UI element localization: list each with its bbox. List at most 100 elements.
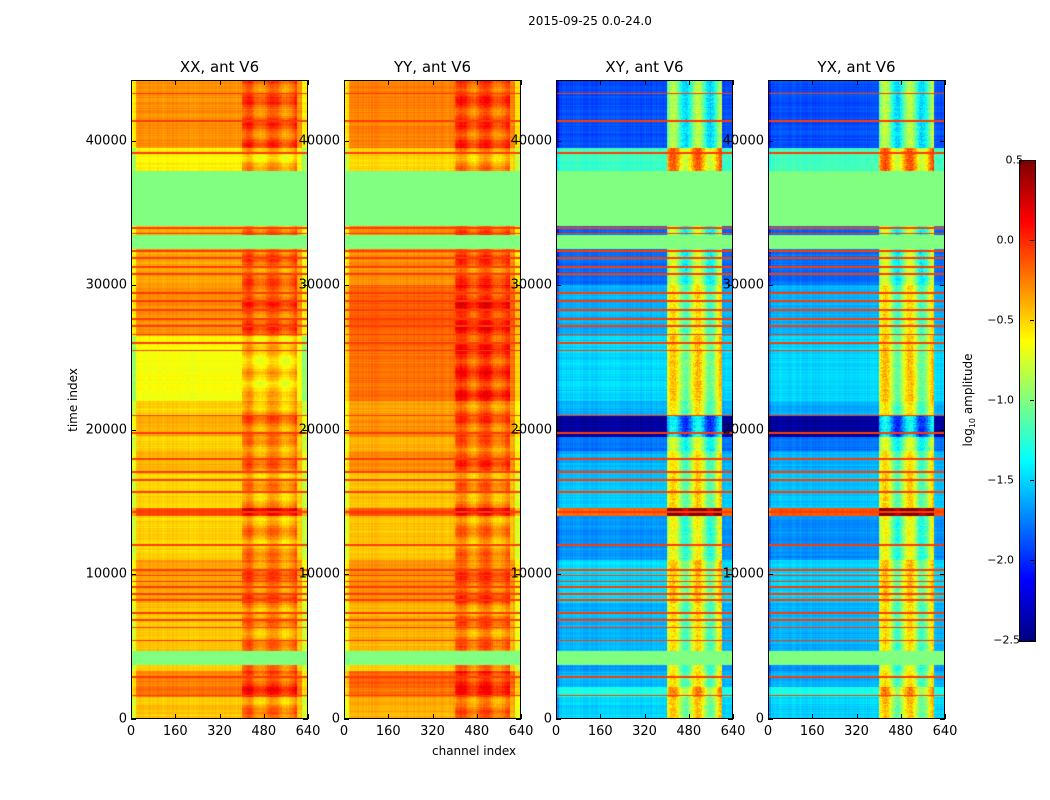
x-tick-mark: [856, 80, 858, 85]
y-tick-mark: [516, 429, 521, 431]
x-tick-mark: [521, 714, 522, 719]
colorbar-tick-label: −0.5: [987, 313, 1014, 327]
x-tick-mark: [308, 80, 309, 85]
x-tick-mark: [432, 80, 434, 85]
colorbar-tick-mark: [1030, 480, 1034, 481]
heatmap-yx-image: [768, 80, 945, 719]
y-axis-label: time index: [66, 368, 80, 432]
x-tick-label: 0: [763, 724, 773, 739]
y-tick-mark: [768, 719, 773, 720]
x-tick-label: 640: [295, 724, 321, 739]
colorbar-tick-mark: [1030, 240, 1034, 241]
y-tick-mark: [344, 285, 349, 287]
y-tick-mark: [556, 285, 561, 287]
y-tick-label: 0: [755, 711, 764, 727]
x-tick-label: 480: [888, 724, 914, 739]
y-tick-label: 30000: [722, 277, 764, 293]
y-tick-label: 10000: [722, 566, 764, 582]
y-tick-mark: [344, 429, 349, 431]
x-tick-mark: [945, 714, 946, 719]
y-tick-mark: [940, 140, 945, 142]
panel-title-xx: XX, ant V6: [179, 58, 260, 76]
colorbar-label-suffix: amplitude: [960, 353, 975, 418]
x-axis-label: channel index: [432, 744, 517, 758]
axes-frame: [131, 80, 308, 719]
x-tick-mark: [768, 80, 769, 85]
y-tick-label: 40000: [510, 133, 552, 149]
y-tick-mark: [131, 719, 136, 720]
x-tick-mark: [521, 80, 522, 85]
x-tick-mark: [556, 714, 557, 719]
y-tick-mark: [940, 719, 945, 720]
x-tick-mark: [644, 80, 646, 85]
x-tick-mark: [768, 714, 769, 719]
colorbar-tick-mark: [1030, 400, 1034, 401]
x-tick-label: 160: [162, 724, 188, 739]
x-tick-mark: [600, 714, 602, 719]
y-tick-mark: [131, 429, 136, 431]
x-tick-mark: [175, 714, 177, 719]
x-tick-mark: [900, 714, 902, 719]
x-tick-mark: [219, 80, 221, 85]
y-tick-mark: [556, 140, 561, 142]
heatmap-yy: [344, 80, 521, 719]
x-tick-mark: [900, 80, 902, 85]
y-tick-label: 10000: [85, 566, 127, 582]
y-tick-label: 40000: [722, 133, 764, 149]
y-tick-label: 40000: [85, 133, 127, 149]
y-tick-mark: [131, 574, 136, 576]
x-tick-label: 480: [464, 724, 490, 739]
y-tick-mark: [728, 140, 733, 142]
x-tick-label: 320: [420, 724, 445, 739]
heatmap-xy: [556, 80, 733, 719]
x-tick-label: 0: [551, 724, 561, 739]
y-tick-label: 0: [118, 711, 127, 727]
x-tick-mark: [688, 80, 690, 85]
y-tick-mark: [303, 574, 308, 576]
x-tick-mark: [733, 714, 734, 719]
axes-frame: [556, 80, 733, 719]
heatmap-yy-image: [344, 80, 521, 719]
y-tick-mark: [768, 285, 773, 287]
axes-frame: [344, 80, 521, 719]
y-tick-mark: [303, 285, 308, 287]
y-tick-mark: [516, 285, 521, 287]
x-tick-label: 320: [844, 724, 869, 739]
colorbar-tick-mark: [1030, 560, 1034, 561]
y-tick-mark: [728, 285, 733, 287]
colorbar-label: log10 amplitude: [961, 354, 977, 447]
y-tick-label: 30000: [85, 277, 127, 293]
heatmap-yx: [768, 80, 945, 719]
colorbar: [1019, 160, 1036, 642]
x-tick-mark: [263, 714, 265, 719]
colorbar-label-prefix: log: [960, 428, 975, 447]
y-tick-label: 0: [331, 711, 340, 727]
y-tick-mark: [940, 285, 945, 287]
heatmap-xy-image: [556, 80, 733, 719]
figure-suptitle: 2015-09-25 0.0-24.0: [528, 14, 652, 28]
colorbar-tick-label: 0.0: [996, 233, 1015, 247]
colorbar-label-sub: 10: [968, 417, 978, 429]
panel-title-yx: YX, ant V6: [817, 58, 896, 76]
y-tick-label: 10000: [510, 566, 552, 582]
y-tick-mark: [516, 574, 521, 576]
x-tick-label: 640: [508, 724, 534, 739]
x-tick-mark: [344, 80, 345, 85]
x-tick-mark: [476, 714, 478, 719]
x-tick-label: 480: [676, 724, 702, 739]
x-tick-label: 0: [126, 724, 136, 739]
x-tick-mark: [688, 714, 690, 719]
x-tick-mark: [644, 714, 646, 719]
x-tick-mark: [175, 80, 177, 85]
x-tick-label: 160: [375, 724, 401, 739]
x-tick-mark: [476, 80, 478, 85]
y-tick-mark: [303, 429, 308, 431]
y-tick-label: 30000: [510, 277, 552, 293]
x-tick-mark: [945, 80, 946, 85]
x-tick-label: 160: [587, 724, 613, 739]
panel-title-xy: XY, ant V6: [605, 58, 684, 76]
y-tick-label: 20000: [722, 422, 764, 438]
y-tick-mark: [556, 429, 561, 431]
y-tick-mark: [344, 140, 349, 142]
